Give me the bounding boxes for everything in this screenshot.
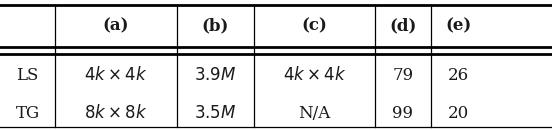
Text: 79: 79 bbox=[392, 67, 413, 84]
Text: 26: 26 bbox=[448, 67, 469, 84]
Text: $3.5M$: $3.5M$ bbox=[194, 105, 236, 122]
Text: (c): (c) bbox=[302, 18, 327, 34]
Text: $3.9M$: $3.9M$ bbox=[194, 67, 236, 84]
Text: 20: 20 bbox=[448, 105, 469, 122]
Text: N/A: N/A bbox=[299, 105, 331, 122]
Text: $4k \times 4k$: $4k \times 4k$ bbox=[84, 66, 147, 84]
Text: (a): (a) bbox=[103, 18, 129, 34]
Text: (b): (b) bbox=[201, 18, 229, 34]
Text: (d): (d) bbox=[389, 18, 417, 34]
Text: TG: TG bbox=[15, 105, 40, 122]
Text: (e): (e) bbox=[445, 18, 471, 34]
Text: $8k \times 8k$: $8k \times 8k$ bbox=[84, 104, 147, 122]
Text: 99: 99 bbox=[392, 105, 413, 122]
Text: $4k \times 4k$: $4k \times 4k$ bbox=[283, 66, 346, 84]
Text: LS: LS bbox=[17, 67, 39, 84]
